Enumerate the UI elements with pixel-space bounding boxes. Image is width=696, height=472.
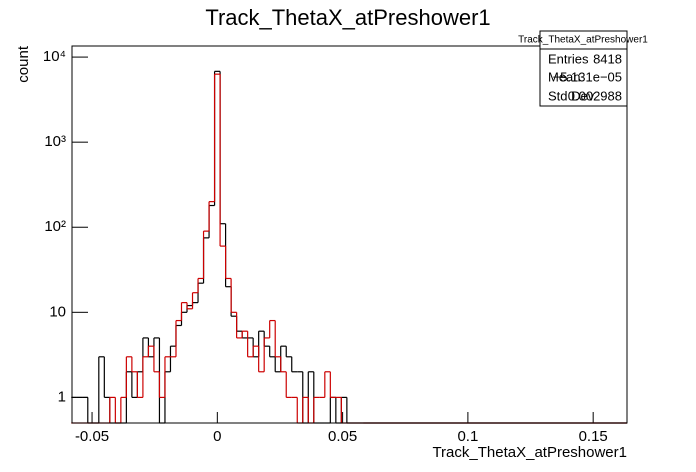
stats-value: −5.131e−05 xyxy=(553,69,622,84)
stats-value: 0.002988 xyxy=(568,88,622,103)
x-tick-label: -0.05 xyxy=(75,428,109,445)
stats-frame xyxy=(539,30,628,107)
chart-title: Track_ThetaX_atPreshower1 xyxy=(205,5,490,30)
stats-label: Mean xyxy=(548,69,581,84)
y-tick-label: 10⁴ xyxy=(43,48,66,65)
x-tick-label: 0.1 xyxy=(457,428,478,445)
x-tick-label: 0.05 xyxy=(328,428,357,445)
x-axis-label: Track_ThetaX_atPreshower1 xyxy=(432,444,627,461)
stats-value: 8418 xyxy=(593,51,622,66)
x-tick-label: 0.15 xyxy=(579,428,608,445)
frame xyxy=(71,45,628,424)
y-tick-label: 10³ xyxy=(44,133,66,150)
stats-title: Track_ThetaX_atPreshower1 xyxy=(518,35,648,46)
y-axis-label: count xyxy=(15,45,32,83)
stats-box: Track_ThetaX_atPreshower1 Entries 8418 M… xyxy=(518,30,648,107)
y-tick-label: 1 xyxy=(58,388,66,405)
stats-label: Entries xyxy=(548,51,589,66)
y-tick-label: 10 xyxy=(49,303,66,320)
y-tick-label: 10² xyxy=(44,218,66,235)
x-tick-label: 0 xyxy=(213,428,221,445)
stats-label: Std Dev xyxy=(548,88,595,103)
